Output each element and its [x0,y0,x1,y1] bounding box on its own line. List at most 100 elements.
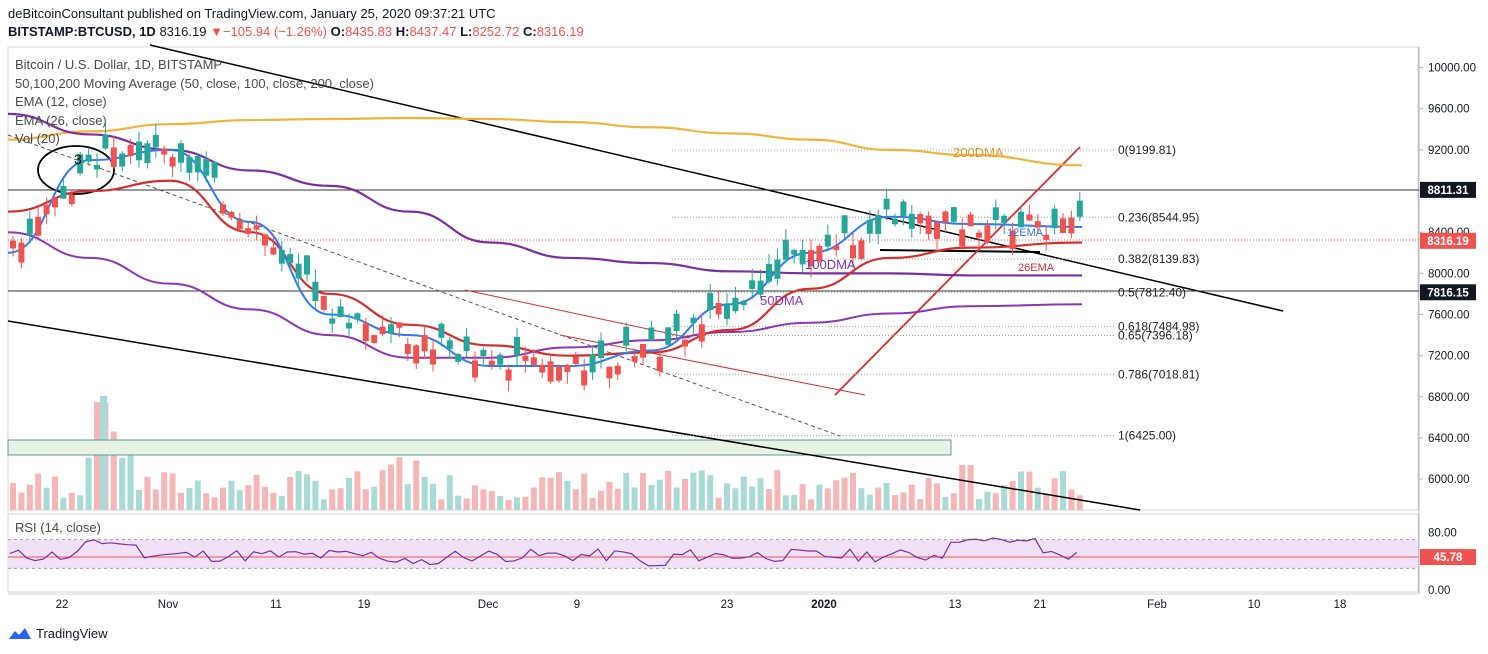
volume-bar [505,499,512,510]
candle-body [186,157,193,173]
crossover-circle [37,145,115,195]
volume-bar [152,489,159,510]
candle-body [581,370,588,386]
rising-trendline [834,146,1081,396]
candle-body [858,240,865,259]
volume-bar [530,487,537,510]
price-badge [1420,181,1476,198]
candle-body [68,194,75,205]
legend-symbol: Bitcoin / U.S. Dollar, 1D, BITSTAMP [15,57,223,72]
candle-body [169,157,176,167]
volume-bar [841,477,848,510]
candle-body [463,336,470,352]
tradingview-logo[interactable]: TradingView [8,626,108,641]
volume-bar [564,480,571,510]
open-label: O: [330,24,346,39]
candle-body [715,303,722,315]
volume-bar [858,488,865,510]
legend-ema26: EMA (26, close) [15,112,107,128]
candle-body [522,355,529,361]
rsi-tick-label: 80.00 [1428,527,1457,539]
low-label: L: [460,24,473,39]
candle-body [673,313,680,332]
volume-bar [430,483,436,510]
volume-bar [900,492,907,510]
candle-body [665,327,672,345]
candle-body [35,216,42,236]
volume-bar [480,489,487,510]
candle-body [472,360,478,378]
candle-body [824,234,831,247]
candle-body [556,366,562,381]
volume-bar [648,485,655,510]
candle-body [892,218,898,225]
volume-bar [572,489,579,510]
volume-bar [866,494,873,510]
volume-bar [514,497,520,510]
candle-body [547,361,554,382]
volume-bar [1001,485,1008,510]
volume-bar [421,476,428,510]
candle-body [262,234,268,246]
volume-bar [379,470,386,510]
candle-body [127,144,134,157]
candle-body [136,141,142,161]
volume-bar [472,485,478,510]
candle-body [724,304,730,319]
candle-body [362,323,369,342]
series-ma50 [7,231,1083,359]
candle-body [917,214,924,224]
candle-body [1060,218,1066,234]
price-tick-label: 6800.00 [1428,392,1470,404]
volume-bar [455,495,462,510]
high-value: 8437.47 [409,24,457,39]
time-tick-label: 22 [56,599,69,611]
candle-body [236,220,243,230]
legend-ma: 50,100,200 Moving Average (50, close, 10… [15,75,374,91]
dashed-trendline [7,134,841,437]
time-tick-label: 18 [1334,599,1347,611]
down-arrow-icon: ▼ [210,24,223,39]
volume-bar [497,495,504,510]
volume-bar [833,480,840,510]
candle-body [194,155,201,173]
volume-bar [161,472,168,510]
neckline [879,249,1041,253]
candle-body [18,242,25,263]
price-pane [7,46,1419,511]
candle-body [942,211,949,223]
tradingview-icon [9,627,31,639]
candle-body [413,345,420,364]
candle-body [404,343,411,354]
candle-body [992,207,999,221]
candle-body [572,356,579,364]
series-ema12 [7,148,1083,367]
candle-body [52,198,58,208]
candle-body [497,354,504,365]
low-value: 8252.72 [472,24,520,39]
fib-label: 0(9199.81) [1118,143,1176,157]
price-tick-label: 6400.00 [1428,433,1470,445]
candle-body [598,340,604,358]
volume-bar [656,479,663,510]
volume-bar [228,480,235,510]
fib-label: 0.236(8544.95) [1118,210,1199,224]
candle-body [505,369,512,381]
chart-annotation: 100DMA [805,257,856,272]
candle-body [1018,211,1024,228]
time-tick-label: 23 [721,599,734,611]
time-tick-label: Nov [158,599,179,611]
candle-body [1068,217,1075,234]
volume-bar [816,484,823,510]
volume-bar [724,483,730,510]
chart-annotation: 12EMA [1007,227,1044,239]
candle-body [900,201,907,217]
candle-body [866,219,873,234]
rsi-badge-label: 45.78 [1434,552,1463,564]
volume-bar [236,490,243,510]
volume-bar [581,473,588,510]
price-badge-label: 8316.19 [1427,236,1469,248]
volume-bar [690,472,697,510]
volume-bar [749,486,756,510]
